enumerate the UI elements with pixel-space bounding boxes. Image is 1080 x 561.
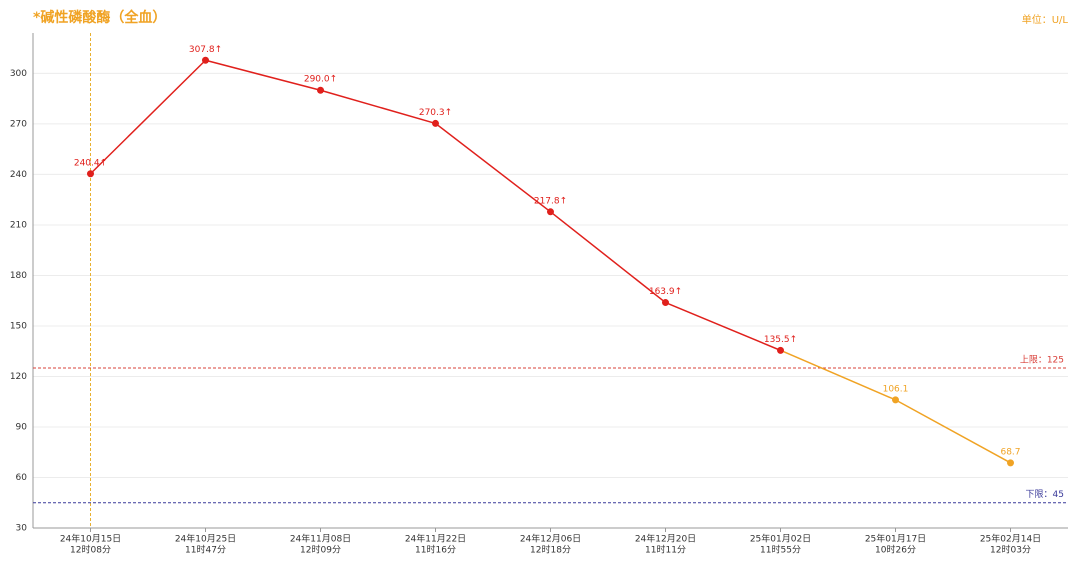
x-tick-label: 24年10月25日 — [175, 533, 236, 545]
y-tick-label: 150 — [10, 321, 27, 331]
x-tick-label: 25年01月17日 — [865, 533, 926, 545]
x-tick-label: 25年01月02日 — [750, 533, 811, 545]
data-label: 290.0↑ — [304, 75, 337, 85]
x-tick-label: 24年12月06日 — [520, 533, 581, 545]
reference-label: 下限：45 — [1026, 489, 1064, 500]
data-point — [432, 119, 439, 127]
y-tick-label: 270 — [10, 119, 27, 129]
x-tick-label: 12时08分 — [70, 544, 111, 556]
y-tick-label: 300 — [10, 69, 27, 79]
data-label: 163.9↑ — [649, 287, 682, 297]
data-label: 135.5↑ — [764, 335, 797, 345]
x-tick-label: 11时16分 — [415, 544, 456, 556]
line-segment — [89, 59, 207, 175]
line-segment — [665, 301, 781, 352]
y-tick-label: 210 — [10, 220, 27, 230]
y-tick-label: 90 — [16, 422, 28, 432]
line-segment — [435, 122, 551, 213]
data-label: 106.1 — [883, 384, 909, 394]
x-tick-label: 25年02月14日 — [980, 533, 1041, 545]
x-tick-label: 12时18分 — [530, 544, 571, 556]
data-point — [662, 299, 669, 307]
line-segment — [895, 399, 1011, 464]
x-tick-label: 24年11月08日 — [290, 533, 351, 545]
data-point — [1007, 459, 1014, 467]
line-segment — [205, 59, 321, 91]
x-tick-label: 12时09分 — [300, 544, 341, 556]
line-segment — [320, 89, 436, 125]
data-point — [892, 396, 899, 404]
x-tick-label: 11时11分 — [645, 544, 686, 556]
data-label: 240.4↑ — [74, 158, 107, 168]
x-tick-label: 12时03分 — [990, 544, 1031, 556]
y-tick-label: 60 — [16, 473, 28, 483]
y-tick-label: 240 — [10, 170, 27, 180]
x-tick-label: 11时47分 — [185, 544, 226, 556]
y-tick-label: 180 — [10, 271, 27, 281]
reference-label: 上限：125 — [1020, 355, 1064, 366]
x-tick-label: 24年11月22日 — [405, 533, 466, 545]
y-tick-label: 30 — [16, 524, 28, 534]
line-segment — [780, 349, 896, 401]
data-point — [202, 56, 209, 64]
y-tick-label: 120 — [10, 372, 27, 382]
x-tick-label: 11时55分 — [760, 544, 801, 556]
data-label: 217.8↑ — [534, 196, 567, 206]
x-tick-label: 24年10月15日 — [60, 533, 121, 545]
unit-label: 单位：U/L — [1022, 13, 1069, 26]
data-point — [87, 170, 94, 178]
data-label: 68.7 — [1000, 447, 1020, 457]
data-point — [547, 208, 554, 216]
data-point — [317, 86, 324, 94]
chart-title: *碱性磷酸酶（全血） — [33, 9, 166, 26]
data-label: 307.8↑ — [189, 45, 222, 55]
x-tick-label: 24年12月20日 — [635, 533, 696, 545]
x-tick-label: 10时26分 — [875, 544, 916, 556]
data-label: 270.3↑ — [419, 108, 452, 118]
data-point — [777, 346, 784, 354]
line-segment — [550, 211, 666, 304]
